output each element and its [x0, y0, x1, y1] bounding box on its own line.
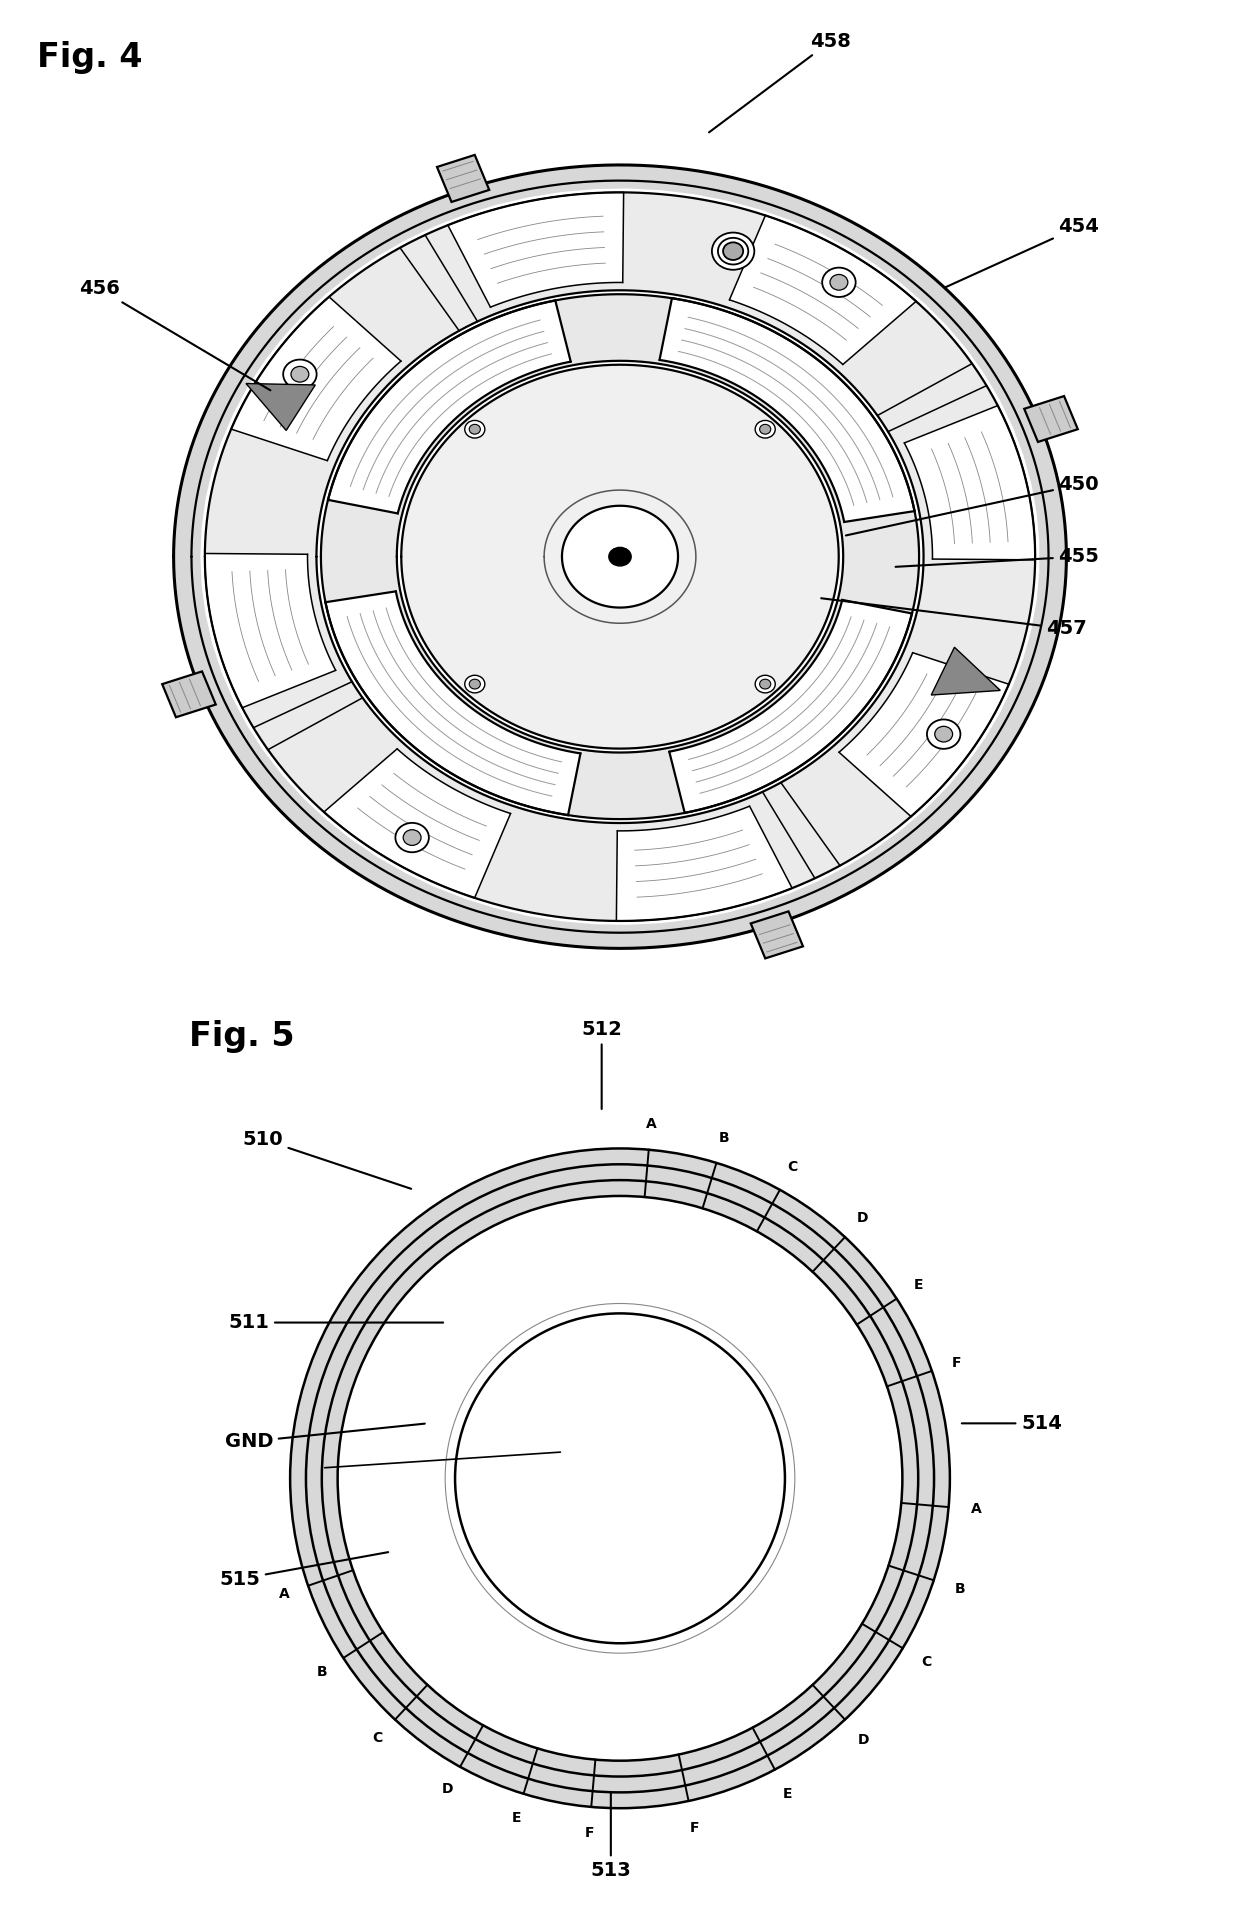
Circle shape	[609, 548, 631, 565]
Polygon shape	[290, 1149, 950, 1808]
Text: C: C	[787, 1161, 797, 1174]
Polygon shape	[162, 672, 216, 718]
Text: 458: 458	[709, 32, 851, 132]
Ellipse shape	[935, 725, 952, 743]
Text: A: A	[279, 1586, 289, 1602]
Text: B: B	[719, 1132, 729, 1145]
Polygon shape	[750, 911, 804, 958]
Text: A: A	[971, 1502, 981, 1516]
Ellipse shape	[469, 424, 480, 433]
Text: GND: GND	[516, 1445, 554, 1460]
Text: 512: 512	[582, 1019, 622, 1109]
Text: D: D	[857, 1212, 868, 1226]
Polygon shape	[325, 592, 580, 815]
Ellipse shape	[755, 420, 775, 437]
Polygon shape	[729, 216, 916, 365]
Text: 511: 511	[228, 1313, 443, 1332]
Text: Fig. 4: Fig. 4	[37, 42, 143, 74]
Polygon shape	[670, 599, 911, 813]
Ellipse shape	[469, 680, 480, 689]
Ellipse shape	[760, 680, 771, 689]
Ellipse shape	[755, 676, 775, 693]
Ellipse shape	[403, 830, 422, 846]
Ellipse shape	[830, 275, 848, 290]
Text: GND: GND	[224, 1424, 425, 1451]
Text: E: E	[914, 1277, 923, 1292]
Polygon shape	[931, 647, 1001, 695]
Polygon shape	[436, 155, 490, 202]
Ellipse shape	[723, 242, 743, 260]
Polygon shape	[448, 193, 624, 307]
Ellipse shape	[465, 420, 485, 437]
Ellipse shape	[291, 367, 309, 382]
Text: 456: 456	[79, 279, 270, 389]
Ellipse shape	[928, 720, 961, 748]
Text: E: E	[782, 1787, 792, 1800]
Text: B: B	[955, 1583, 965, 1596]
Polygon shape	[1024, 395, 1078, 441]
Text: 455: 455	[895, 548, 1099, 567]
Polygon shape	[205, 193, 1035, 920]
Text: D: D	[858, 1733, 869, 1747]
Polygon shape	[231, 296, 401, 460]
Text: 513: 513	[590, 1793, 631, 1880]
Polygon shape	[321, 294, 919, 819]
Text: B: B	[316, 1665, 327, 1680]
Polygon shape	[329, 300, 570, 514]
Ellipse shape	[396, 823, 429, 851]
Ellipse shape	[822, 267, 856, 298]
Ellipse shape	[718, 239, 748, 265]
Text: 515: 515	[219, 1552, 388, 1588]
Ellipse shape	[712, 233, 754, 269]
Circle shape	[455, 1313, 785, 1644]
Text: C: C	[372, 1731, 383, 1745]
Polygon shape	[246, 384, 315, 430]
Text: 514: 514	[962, 1415, 1061, 1434]
Text: C: C	[921, 1655, 931, 1668]
Polygon shape	[324, 748, 511, 897]
Text: F: F	[689, 1821, 699, 1835]
Text: E: E	[511, 1812, 521, 1825]
Text: 454: 454	[945, 218, 1099, 288]
Polygon shape	[904, 405, 1035, 559]
Polygon shape	[402, 365, 838, 748]
Polygon shape	[174, 164, 1066, 949]
Polygon shape	[660, 298, 915, 521]
Ellipse shape	[465, 676, 485, 693]
Text: F: F	[584, 1825, 594, 1840]
Text: A: A	[646, 1117, 656, 1132]
Polygon shape	[205, 554, 336, 708]
Text: 510: 510	[242, 1130, 412, 1189]
Text: D: D	[441, 1783, 454, 1796]
Text: F: F	[951, 1355, 961, 1369]
Ellipse shape	[283, 359, 316, 389]
Polygon shape	[616, 806, 792, 920]
Text: 457: 457	[821, 598, 1086, 638]
Circle shape	[339, 1197, 901, 1760]
Text: 450: 450	[846, 475, 1099, 535]
Ellipse shape	[760, 424, 771, 433]
Text: Fig. 5: Fig. 5	[190, 1019, 295, 1054]
Polygon shape	[839, 653, 1009, 817]
